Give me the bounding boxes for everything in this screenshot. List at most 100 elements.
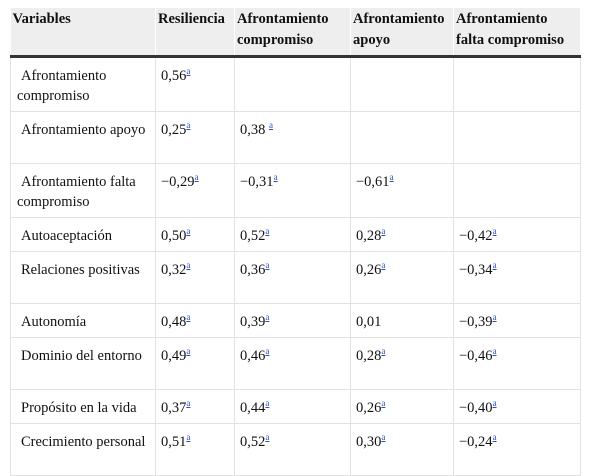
footnote-link[interactable]: a [492,312,497,323]
table-header: Variables Resiliencia Afrontamiento compro… [10,8,581,58]
column-header: Afrontamiento apoyo [350,8,454,58]
table-cell: 0,32a [155,251,235,304]
table-cell [350,111,454,164]
footnote-link[interactable]: a [186,120,191,131]
table-cell: 0,52a [234,217,351,252]
table-cell: −0,34a [453,251,581,304]
footnote-link[interactable]: a [265,312,270,323]
footnote-mark: a [186,120,190,130]
cell-value: 0,28 [356,228,382,244]
footnote-link[interactable]: a [381,398,386,409]
table-cell: 0,51a [155,423,235,476]
footnote-link[interactable]: a [492,432,497,443]
cell-value: −0,61 [356,174,390,190]
column-header: Variables [10,8,156,58]
table-cell: −0,24a [453,423,581,476]
cell-value: 0,28 [356,348,382,364]
table-cell: −0,42a [453,217,581,252]
footnote-mark: a [265,312,269,322]
footnote-link[interactable]: a [381,432,386,443]
table-body: Afrontamiento compromiso 0,56a Afrontamien… [10,56,581,476]
table-cell: 0,49a [155,337,235,390]
table-cell: −0,40a [453,389,581,424]
footnote-link[interactable]: a [265,432,270,443]
footnote-link[interactable]: a [389,172,394,183]
table-cell: 0,30a [350,423,454,476]
table-cell: 0,38 a [234,111,351,164]
correlation-table: Variables Resiliencia Afrontamiento compro… [10,8,581,476]
table-cell: −0,46a [453,337,581,390]
page: Variables Resiliencia Afrontamiento compro… [10,8,581,476]
footnote-link[interactable]: a [186,398,191,409]
table-cell [350,56,454,112]
footnote-link[interactable]: a [381,226,386,237]
footnote-link[interactable]: a [194,172,199,183]
footnote-link[interactable]: a [492,260,497,271]
footnote-mark: a [274,172,278,182]
table-cell [453,163,581,218]
footnote-link[interactable]: a [186,226,191,237]
footnote-mark: a [493,432,497,442]
row-label: Afrontamiento apoyo [10,111,156,164]
cell-value: −0,42 [459,228,493,244]
footnote-link[interactable]: a [186,66,191,77]
table-cell: 0,26a [350,389,454,424]
table-cell: 0,50a [155,217,235,252]
cell-value: 0,48 [161,314,187,330]
cell-value: 0,51 [161,434,187,450]
table-cell: −0,31a [234,163,351,218]
row-label: Afrontamiento compromiso [10,56,156,112]
footnote-link[interactable]: a [265,260,270,271]
footnote-mark: a [265,260,269,270]
table-row: Autoaceptación 0,50a 0,52a 0,28a −0,42a [10,217,581,252]
footnote-mark: a [265,226,269,236]
cell-value: −0,31 [240,174,274,190]
footnote-mark: a [493,260,497,270]
footnote-link[interactable]: a [186,260,191,271]
footnote-link[interactable]: a [273,172,278,183]
table-cell: 0,28a [350,217,454,252]
footnote-link[interactable]: a [265,226,270,237]
footnote-mark: a [186,312,190,322]
column-header: Afrontamiento compromiso [234,8,351,58]
row-label: Crecimiento personal [10,423,156,476]
cell-value: −0,34 [459,262,493,278]
table-cell: 0,25a [155,111,235,164]
row-label: Autonomía [10,303,156,338]
cell-value: −0,29 [161,174,195,190]
footnote-mark: a [186,260,190,270]
table-row: Crecimiento personal 0,51a 0,52a 0,30a −0,24… [10,423,581,476]
footnote-link[interactable]: a [269,120,273,131]
footnote-mark: a [195,172,199,182]
cell-value: 0,52 [240,228,266,244]
table-cell: 0,56a [155,56,235,112]
footnote-link[interactable]: a [492,346,497,357]
footnote-mark: a [186,226,190,236]
cell-value: 0,36 [240,262,266,278]
footnote-mark: a [186,398,190,408]
table-row: Propósito en la vida 0,37a 0,44a 0,26a −0,40… [10,389,581,424]
footnote-link[interactable]: a [186,346,191,357]
footnote-link[interactable]: a [186,312,191,323]
footnote-link[interactable]: a [381,346,386,357]
cell-value: 0,30 [356,434,382,450]
footnote-link[interactable]: a [492,226,497,237]
row-label: Dominio del entorno [10,337,156,390]
footnote-link[interactable]: a [492,398,497,409]
footnote-link[interactable]: a [381,260,386,271]
table-cell: 0,39a [234,303,351,338]
footnote-link[interactable]: a [265,398,270,409]
table-cell [234,56,351,112]
footnote-mark: a [265,432,269,442]
footnote-mark: a [381,226,385,236]
cell-value: 0,25 [161,122,187,138]
cell-value: 0,26 [356,400,382,416]
footnote-link[interactable]: a [265,346,270,357]
table-row: Afrontamiento apoyo 0,25a 0,38 a [10,111,581,164]
table-cell: −0,61a [350,163,454,218]
table-cell: 0,48a [155,303,235,338]
table-cell: −0,39a [453,303,581,338]
footnote-mark: a [381,432,385,442]
table-cell: 0,52a [234,423,351,476]
footnote-link[interactable]: a [186,432,191,443]
